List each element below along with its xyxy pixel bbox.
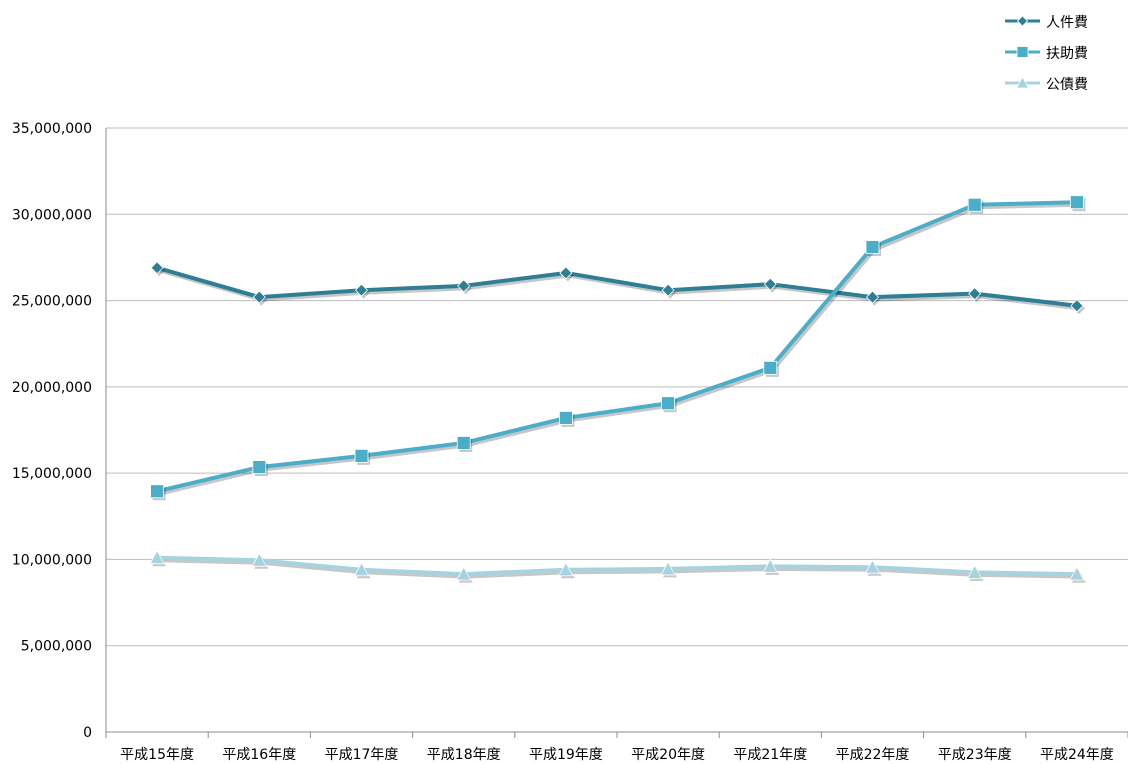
diamond-marker bbox=[252, 290, 266, 304]
legend-item: 扶助費 bbox=[1005, 46, 1088, 62]
gridlines bbox=[106, 127, 1128, 647]
diamond-marker bbox=[1070, 299, 1084, 313]
diamond-marker bbox=[968, 287, 982, 301]
x-tick-label: 平成16年度 bbox=[222, 747, 296, 763]
y-tick-label: 30,000,000 bbox=[12, 207, 92, 223]
diamond-marker bbox=[865, 290, 880, 304]
x-tick-label: 平成22年度 bbox=[836, 747, 910, 763]
triangle-marker bbox=[762, 558, 778, 573]
series-3 bbox=[149, 549, 1086, 583]
diamond-marker bbox=[150, 261, 164, 275]
y-tick-label: 35,000,000 bbox=[12, 121, 92, 137]
y-tick-label: 25,000,000 bbox=[12, 294, 92, 310]
triangle-marker bbox=[353, 561, 370, 577]
y-tick-label: 0 bbox=[83, 725, 92, 741]
diamond-marker bbox=[763, 277, 777, 291]
y-tick-label: 15,000,000 bbox=[12, 466, 92, 482]
square-marker bbox=[354, 448, 369, 463]
legend-item: 公債費 bbox=[1005, 76, 1088, 93]
y-tick-label: 10,000,000 bbox=[12, 552, 92, 568]
series-line-shadow bbox=[158, 202, 1079, 496]
series-line bbox=[156, 200, 1077, 494]
square-marker bbox=[559, 411, 573, 425]
legend-label: 公債費 bbox=[1046, 77, 1088, 93]
legend-label: 扶助費 bbox=[1046, 46, 1088, 62]
legend-label: 人件費 bbox=[1046, 15, 1088, 31]
x-tick-label: 平成18年度 bbox=[427, 747, 501, 763]
x-tick-label: 平成17年度 bbox=[325, 747, 399, 763]
series-2 bbox=[150, 195, 1086, 501]
series-line bbox=[156, 265, 1078, 308]
diamond-marker bbox=[457, 279, 471, 293]
series-line-shadow bbox=[159, 558, 1079, 579]
square-marker bbox=[150, 484, 165, 499]
square-marker bbox=[252, 460, 267, 475]
x-tick-label: 平成15年度 bbox=[120, 747, 194, 763]
square-marker bbox=[1016, 46, 1029, 58]
x-tick-label: 平成19年度 bbox=[529, 747, 603, 763]
series-line-shadow bbox=[158, 268, 1080, 311]
y-axis-ticks: 0 5,000,000 10,000,000 15,000,000 20,000,000… bbox=[12, 121, 92, 741]
diamond-marker bbox=[1016, 15, 1029, 27]
square-marker bbox=[1070, 195, 1084, 210]
triangle-marker bbox=[1069, 566, 1085, 581]
x-tick-label: 平成21年度 bbox=[733, 747, 807, 763]
triangle-marker bbox=[1015, 76, 1030, 89]
triangle-marker bbox=[864, 559, 881, 574]
square-marker bbox=[865, 240, 880, 254]
square-marker bbox=[967, 197, 982, 212]
x-tick-label: 平成20年度 bbox=[631, 747, 705, 763]
square-marker bbox=[763, 360, 778, 375]
triangle-marker bbox=[149, 549, 165, 565]
y-tick-label: 5,000,000 bbox=[21, 639, 92, 655]
series-line bbox=[157, 555, 1077, 577]
diamond-marker bbox=[559, 266, 573, 280]
series-1 bbox=[150, 261, 1085, 315]
series-layer bbox=[149, 195, 1086, 583]
square-marker bbox=[661, 396, 675, 411]
triangle-marker bbox=[558, 561, 574, 577]
triangle-marker bbox=[660, 561, 676, 576]
legend-item: 人件費 bbox=[1005, 15, 1088, 31]
x-tick-label: 平成23年度 bbox=[938, 747, 1012, 763]
diamond-marker bbox=[354, 283, 369, 297]
triangle-marker bbox=[967, 564, 983, 579]
diamond-marker bbox=[661, 283, 675, 297]
x-axis: 平成15年度 平成16年度 平成17年度 平成18年度 平成19年度 平成20年度 平成21… bbox=[105, 128, 1128, 763]
triangle-marker bbox=[251, 552, 267, 567]
y-tick-label: 20,000,000 bbox=[12, 380, 92, 396]
square-marker bbox=[456, 436, 471, 450]
x-tick-label: 平成24年度 bbox=[1040, 747, 1114, 763]
triangle-marker bbox=[456, 566, 472, 581]
